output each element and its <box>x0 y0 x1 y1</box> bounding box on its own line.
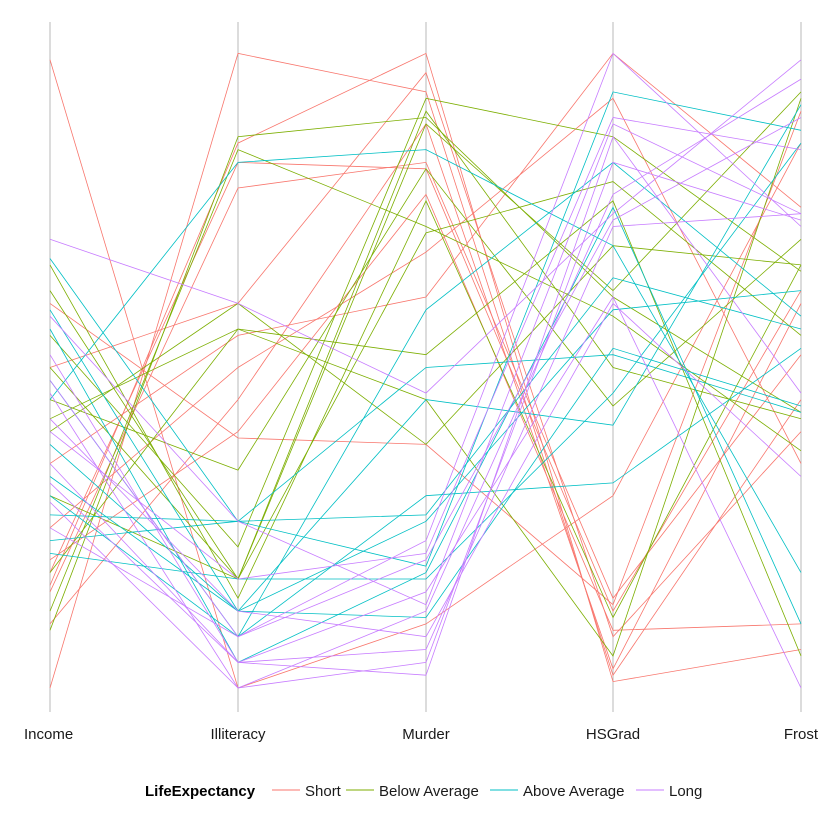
line-below-average-4 <box>49 168 802 471</box>
line-below-average-2 <box>49 97 802 548</box>
line-short-8 <box>49 123 802 670</box>
axis-label-income: Income <box>24 726 73 743</box>
line-below-average-8 <box>49 200 802 657</box>
line-long-2 <box>49 123 802 606</box>
legend-title: LifeExpectancy <box>145 783 256 800</box>
line-above-average-2 <box>49 354 802 522</box>
series-lines <box>49 52 802 689</box>
line-below-average-9 <box>49 117 802 631</box>
line-above-average-11 <box>49 290 802 612</box>
legend-label-short: Short <box>305 783 342 800</box>
line-long-6 <box>49 296 802 689</box>
line-long-8 <box>49 302 802 638</box>
axis-label-frost: Frost <box>784 726 819 743</box>
line-long-9 <box>49 213 802 663</box>
axis-labels: Income Illiteracy Murder HSGrad Frost <box>24 726 819 743</box>
legend: LifeExpectancy Short Below Average Above A… <box>145 783 702 800</box>
line-below-average-7 <box>49 199 802 619</box>
line-short-9 <box>49 97 802 529</box>
line-above-average-6 <box>49 142 802 580</box>
line-above-average-10 <box>49 277 802 541</box>
line-above-average-3 <box>49 309 802 618</box>
line-short-11 <box>49 71 802 638</box>
legend-label-above-average: Above Average <box>523 783 624 800</box>
line-short-6 <box>49 52 802 464</box>
line-below-average-11 <box>49 181 802 580</box>
legend-label-below-average: Below Average <box>379 783 479 800</box>
line-above-average-1 <box>49 91 802 567</box>
legend-label-long: Long <box>669 783 702 800</box>
line-short-2 <box>49 52 802 689</box>
line-above-average-7 <box>49 104 802 612</box>
line-long-7 <box>49 52 802 638</box>
line-below-average-3 <box>49 91 802 580</box>
axis-label-illiteracy: Illiteracy <box>210 726 266 743</box>
line-long-5 <box>49 78 802 689</box>
line-short-1 <box>49 59 802 689</box>
line-above-average-4 <box>49 149 802 573</box>
line-long-11 <box>49 161 802 689</box>
line-below-average-1 <box>49 110 802 580</box>
line-long-10 <box>49 117 802 580</box>
line-long-3 <box>49 117 802 638</box>
line-short-4 <box>49 161 802 600</box>
line-below-average-10 <box>49 245 802 445</box>
line-long-1 <box>49 59 802 394</box>
axis-label-murder: Murder <box>402 726 450 743</box>
line-short-5 <box>49 52 802 683</box>
line-below-average-6 <box>49 149 802 612</box>
axis-label-hsgrad: HSGrad <box>586 726 640 743</box>
